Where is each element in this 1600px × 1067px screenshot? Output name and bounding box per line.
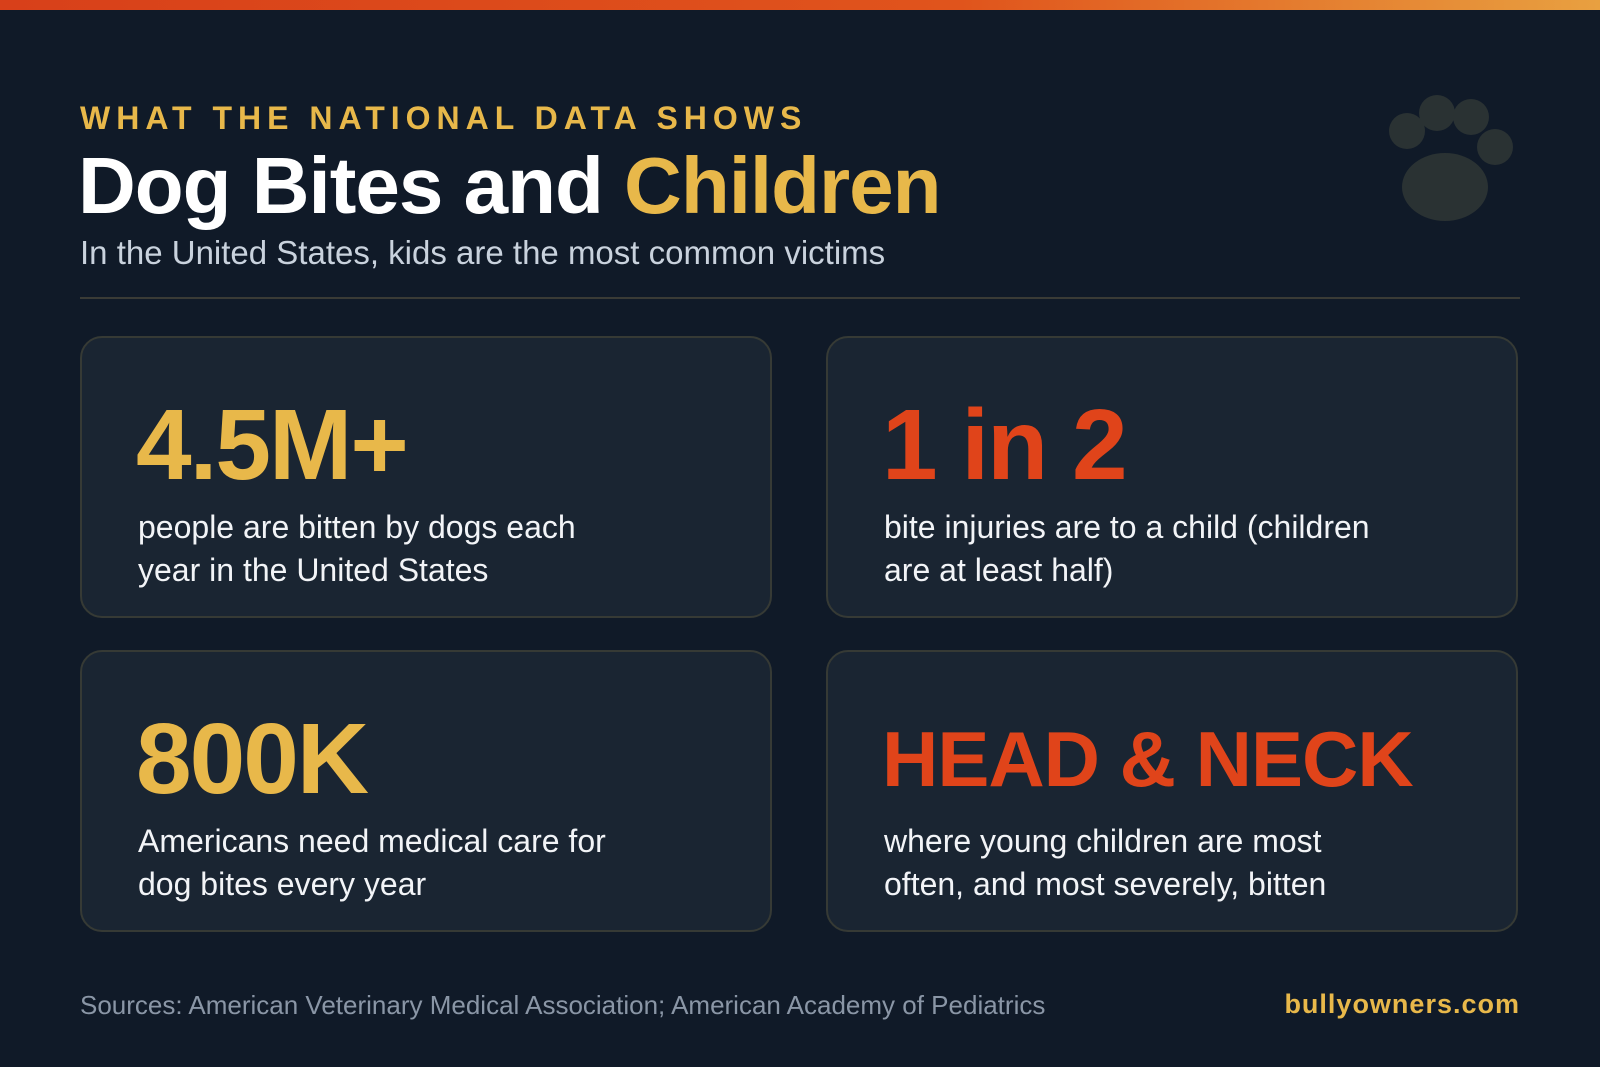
stat: 1 in 2 (882, 389, 1128, 501)
stat-description: bite injuries are to a child (children a… (884, 509, 1370, 588)
stat: HEAD & NECK (882, 715, 1414, 803)
divider (80, 297, 1520, 299)
stat-card: 4.5M+ people are bitten by dogs each yea… (80, 336, 772, 618)
stat-description: where young children are most often, and… (884, 823, 1327, 902)
stat-description: people are bitten by dogs each year in t… (138, 509, 576, 588)
kicker: WHAT THE NATIONAL DATA SHOWS (80, 100, 808, 136)
subtitle: In the United States, kids are the most … (80, 234, 886, 271)
paw-icon (1389, 95, 1513, 221)
stat: 800K (136, 703, 369, 815)
stat-description: Americans need medical care for dog bite… (138, 823, 606, 902)
site-link[interactable]: bullyowners.com (1284, 989, 1520, 1019)
sources: Sources: American Veterinary Medical Ass… (80, 990, 1046, 1020)
stat-card: HEAD & NECK where young children are mos… (826, 650, 1518, 932)
title: Dog Bites and Children (78, 140, 942, 232)
stat-card: 1 in 2 bite injuries are to a child (chi… (826, 336, 1518, 618)
title-text: Dog Bites and (78, 141, 604, 230)
stat: 4.5M+ (136, 389, 409, 501)
top-bar (0, 0, 1600, 10)
stat-card: 800K Americans need medical care for dog… (80, 650, 772, 932)
title-highlight: Children (624, 141, 941, 230)
